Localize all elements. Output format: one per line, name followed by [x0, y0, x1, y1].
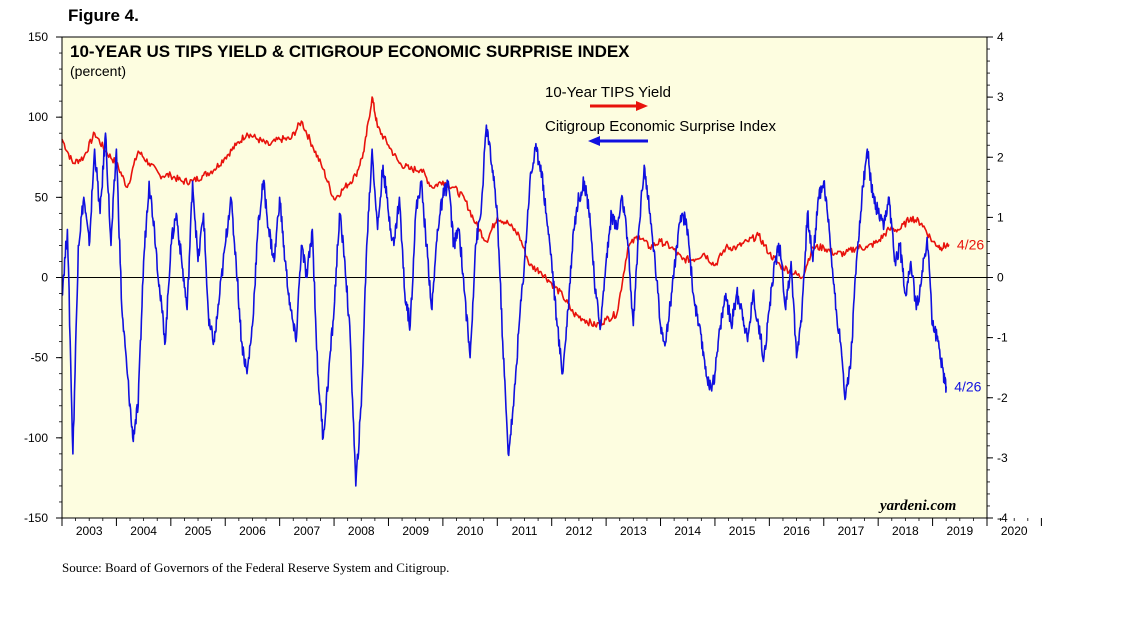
tips-end-label: 4/26: [957, 236, 984, 252]
left-tick-label: 150: [28, 30, 48, 44]
x-tick-label: 2015: [729, 524, 756, 538]
legend-tips-label: 10-Year TIPS Yield: [545, 84, 671, 101]
x-tick-label: 2017: [838, 524, 865, 538]
right-tick-label: 4: [997, 30, 1004, 44]
right-tick-label: -2: [997, 391, 1008, 405]
left-tick-label: -50: [31, 351, 49, 365]
right-tick-label: 0: [997, 271, 1004, 285]
chart-title: 10-YEAR US TIPS YIELD & CITIGROUP ECONOM…: [70, 42, 630, 61]
x-tick-label: 2016: [783, 524, 810, 538]
x-tick-label: 2019: [946, 524, 973, 538]
chart-subtitle: (percent): [70, 63, 126, 79]
legend-surprise-arrowhead: [588, 136, 600, 146]
x-tick-label: 2009: [402, 524, 429, 538]
legend-surprise-label: Citigroup Economic Surprise Index: [545, 118, 776, 135]
left-tick-label: -150: [24, 511, 48, 525]
right-tick-label: -1: [997, 331, 1008, 345]
x-tick-label: 2011: [512, 524, 538, 538]
x-tick-label: 2007: [294, 524, 321, 538]
figure-label: Figure 4.: [68, 6, 139, 25]
x-tick-label: 2008: [348, 524, 375, 538]
surprise-index-line: [61, 124, 947, 487]
x-tick-label: 2004: [130, 524, 157, 538]
x-tick-label: 2018: [892, 524, 919, 538]
right-tick-label: -4: [997, 511, 1008, 525]
legend-tips-arrowhead: [636, 101, 648, 111]
left-tick-label: 100: [28, 110, 48, 124]
plot-border: [61, 36, 988, 519]
right-tick-label: 3: [997, 90, 1004, 104]
x-tick-label: 2003: [76, 524, 103, 538]
left-tick-label: 0: [41, 271, 48, 285]
x-tick-label: 2013: [620, 524, 647, 538]
x-tick-label: 2020: [1001, 524, 1028, 538]
x-tick-label: 2006: [239, 524, 266, 538]
right-tick-label: 2: [997, 150, 1004, 164]
surprise-end-label: 4/26: [954, 379, 981, 395]
x-tick-label: 2014: [674, 524, 701, 538]
x-tick-label: 2005: [185, 524, 212, 538]
x-tick-label: 2012: [566, 524, 593, 538]
source-note: Source: Board of Governors of the Federa…: [62, 560, 450, 575]
watermark: yardeni.com: [880, 498, 957, 514]
left-tick-label: 50: [35, 190, 49, 204]
x-tick-label: 2010: [457, 524, 484, 538]
right-tick-label: 1: [997, 210, 1004, 224]
right-tick-label: -3: [997, 451, 1008, 465]
left-tick-label: -100: [24, 431, 48, 445]
